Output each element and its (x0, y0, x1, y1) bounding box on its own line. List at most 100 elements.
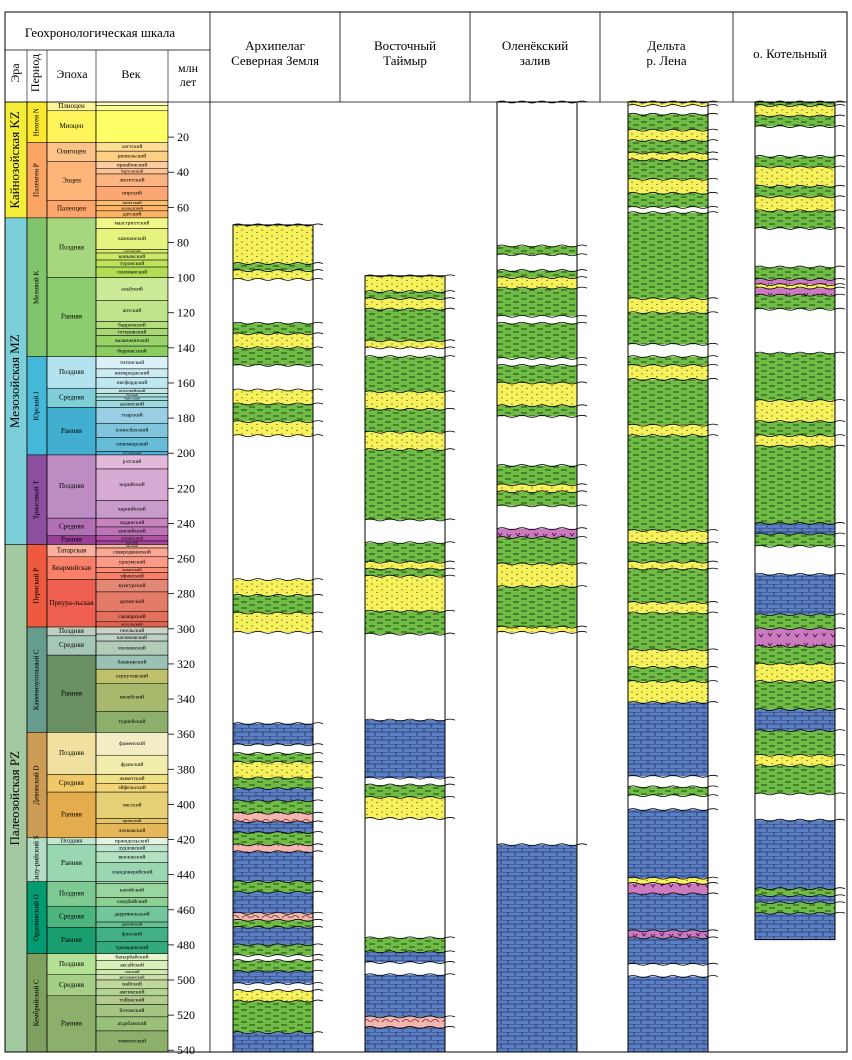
layer-boundary (232, 969, 324, 973)
stage-label: тремадокский (116, 944, 149, 951)
layer-boundary (754, 444, 846, 448)
epoch-label: Поздняя (59, 482, 85, 490)
epoch-band (46, 217, 97, 278)
layer-boundary (496, 314, 588, 318)
layer-shale (628, 542, 708, 563)
layer-boundary (232, 787, 324, 790)
ma-tick-label: 60 (177, 200, 189, 214)
stage-label: оленёкский (121, 535, 144, 540)
layer-boundary (754, 729, 846, 733)
layer-shale (755, 295, 835, 310)
layer-boundary (364, 346, 456, 350)
layer-boundary (627, 975, 719, 978)
layer-boundary (496, 404, 588, 408)
stage-label: рэтский (123, 458, 142, 465)
stage-label: келловейский (119, 388, 146, 393)
layer-carbonate (233, 788, 313, 801)
layer-shale (497, 537, 577, 564)
stage-label: тойонский (120, 996, 145, 1003)
stage-label: лландоверийский (111, 868, 152, 875)
ma-tick-label: 500 (177, 973, 195, 987)
ma-tick-label: 260 (177, 552, 195, 566)
stage-label: эйфельский (118, 784, 146, 791)
stage-label: аюсоканский (119, 974, 145, 979)
layer-volcanic (755, 279, 835, 285)
layer-boundary (364, 290, 456, 294)
layer-sand (628, 649, 708, 668)
layer-boundary (754, 227, 846, 230)
layer-shale (755, 353, 835, 401)
layer-boundary (754, 195, 846, 199)
layer-boundary (496, 625, 588, 629)
layer-boundary (627, 211, 719, 215)
layer-shale (497, 245, 577, 255)
layer-boundary (754, 125, 846, 128)
layer-boundary (232, 434, 324, 438)
layer-boundary (627, 100, 719, 104)
layer-shale (755, 156, 835, 167)
layer-carbonate (755, 709, 835, 731)
stage-band (95, 101, 169, 106)
epoch-band (46, 161, 97, 201)
ma-tick-label: 440 (177, 868, 195, 882)
layer-boundary (364, 574, 456, 578)
stage-label: кунгурский (118, 582, 145, 589)
layer-boundary (627, 962, 719, 966)
layer-white (497, 632, 577, 845)
section-title-dl-line1: Дельта (647, 38, 686, 53)
layer-volcanic (628, 883, 708, 894)
layer-white (497, 254, 577, 271)
layer-white (233, 955, 313, 961)
section-ok (754, 100, 846, 941)
layer-boundary (232, 332, 324, 336)
layer-boundary (754, 265, 846, 269)
stage-label: хаттский (122, 143, 143, 150)
layer-sand (628, 425, 708, 436)
stage-label: аптский (123, 307, 142, 314)
layer-shale (233, 944, 313, 956)
layer-boundary (232, 925, 324, 929)
stage-label: флоский (122, 931, 142, 938)
layer-boundary (496, 356, 588, 360)
stage-band (95, 881, 169, 884)
layer-boundary (496, 414, 588, 418)
layer-boundary (627, 774, 719, 778)
epoch-band (46, 995, 97, 1053)
layer-boundary (627, 876, 719, 880)
layer-boundary (364, 776, 456, 780)
layer-shale (233, 778, 313, 789)
layer-boundary (364, 355, 456, 359)
stage-label: индский (126, 541, 139, 545)
layer-shale (365, 291, 445, 299)
layer-sand (497, 484, 577, 492)
layer-boundary (496, 630, 588, 634)
layer-boundary (496, 286, 588, 290)
layer-boundary (496, 253, 588, 257)
ma-tick-label: 400 (177, 797, 195, 811)
stage-label: барремский (118, 321, 146, 328)
stage-label: живетский (118, 775, 144, 782)
stage-label: валанжинский (115, 337, 149, 344)
layer-boundary (627, 882, 719, 885)
epoch-label: Ранняя (61, 313, 83, 321)
layer-sand (755, 166, 835, 187)
layer-boundary (232, 364, 324, 367)
layer-boundary (627, 601, 719, 604)
layer-shale (365, 785, 445, 798)
layer-shale (365, 611, 445, 635)
epoch-label: Приура-льская (49, 599, 94, 607)
layer-white (365, 519, 445, 543)
layer-sand (755, 105, 835, 117)
layer-boundary (627, 892, 719, 896)
ma-tick-label: 40 (177, 165, 189, 179)
layer-white (628, 207, 708, 213)
layer-boundary (627, 342, 719, 346)
layer-boundary (364, 560, 456, 564)
layer-carbonate (233, 1032, 313, 1052)
stage-label: готеривский (118, 328, 147, 335)
layer-sand (233, 612, 313, 633)
stage-label: пржидольский (115, 838, 149, 845)
epoch-band (46, 277, 97, 357)
period-label: Силу-рийский S (33, 835, 41, 883)
layer-shale (233, 920, 313, 928)
